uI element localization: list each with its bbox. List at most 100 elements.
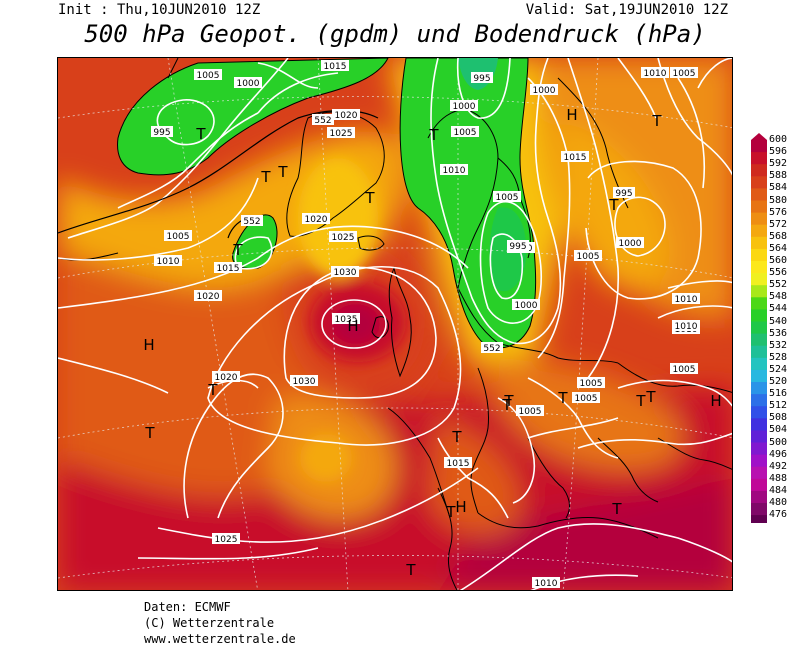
isobar-label-text: 1005: [197, 71, 220, 81]
isobar-label-box: [616, 237, 644, 248]
valid-time: Valid: Sat,19JUN2010 12Z: [525, 2, 728, 18]
isobar-label-box: [332, 313, 360, 324]
colorbar-value: 524: [769, 363, 788, 375]
low-pressure-marker: T: [645, 388, 656, 406]
colorbar-swatch: [751, 164, 767, 177]
colorbar-value: 564: [769, 242, 788, 254]
credit-website[interactable]: www.wetterzentrale.de: [144, 632, 296, 646]
colorbar-value: 500: [769, 436, 788, 448]
colorbar-value: 476: [769, 509, 788, 521]
isobar-label-text: 1015: [217, 264, 240, 274]
colorbar-value: 540: [769, 315, 788, 327]
colorbar-swatch: [751, 418, 767, 431]
isobar-label-text: 552: [314, 116, 331, 126]
isobar-label-box: [672, 320, 700, 331]
colorbar-value: 572: [769, 218, 788, 230]
isobar-label-box: [321, 60, 349, 71]
high-pressure-marker: H: [710, 392, 721, 410]
colorbar-value: 552: [769, 279, 788, 291]
isobar-label-text: 1010: [157, 257, 180, 267]
isobar-label-text: 1005: [673, 365, 696, 375]
isobar-label: 995: [471, 72, 493, 84]
field-central-europe: [488, 358, 684, 471]
colorbar-value: 496: [769, 448, 788, 460]
colorbar-swatch: [751, 224, 767, 238]
colorbar-swatch: [751, 515, 767, 528]
isobar-label-text: 1005: [496, 193, 519, 203]
credits: Daten: ECMWF (C) Wetterzentrale www.wett…: [144, 599, 296, 647]
colorbar-swatch: [751, 140, 767, 153]
isobar-label: 1010: [154, 255, 182, 267]
high-pressure-marker: H: [566, 106, 577, 124]
isobar-label-box: [241, 215, 263, 226]
isobar-label: 1005: [574, 250, 602, 262]
chart-title: 500 hPa Geopot. (gpdm) und Bodendruck (h…: [84, 20, 706, 48]
colorbar-swatch: [751, 188, 767, 201]
isobar-label: 1010: [672, 293, 700, 305]
pressure-labels: 1005 1000 1015 995 1020 1025 552 552 1000 1005 101…: [151, 60, 700, 589]
low-pressure-marker: T: [611, 500, 622, 518]
colorbar-value: 548: [769, 291, 788, 303]
isobar-label: 1005: [516, 405, 544, 417]
isobar-label-box: [613, 187, 635, 198]
colorbar-swatch: [751, 406, 767, 419]
isobar-label-text: 1015: [324, 62, 347, 72]
low-pressure-marker: T: [428, 126, 439, 144]
low-pressure-marker: T: [405, 561, 416, 579]
isobar-label: 1015: [561, 151, 589, 163]
isobar-label-text: 1035: [335, 315, 358, 325]
colorbar-value: 544: [769, 303, 788, 315]
colorbar-swatch: [751, 297, 767, 310]
graticule: [58, 58, 732, 590]
isobar-label-text: 1005: [575, 394, 598, 404]
low-pressure-marker: T: [503, 392, 514, 410]
isobars: [58, 58, 732, 590]
colorbar-value: 504: [769, 424, 788, 436]
low-pressure-marker: T: [557, 389, 568, 407]
isobar-label: 1020: [332, 109, 360, 121]
isobar-label-text: 1020: [335, 111, 358, 121]
isobar-label: 1010: [532, 577, 560, 589]
isobar-label-text: 995: [509, 242, 526, 252]
isobar-label-text: 1025: [215, 535, 238, 545]
isobar-label-text: 1000: [515, 301, 538, 311]
isobar-label: 552: [481, 342, 503, 354]
isobar-label-box: [327, 127, 355, 138]
isobar-label-text: 1005: [519, 407, 542, 417]
low-pressure-marker: T: [635, 392, 646, 410]
colorbar-value: 512: [769, 400, 788, 412]
colorbar-value: 576: [769, 206, 788, 218]
isobar-label: 1005: [451, 126, 479, 138]
isobar-label-box: [212, 371, 240, 382]
isobar-label-box: [493, 191, 521, 202]
isobar-label: 1025: [329, 231, 357, 243]
isobar-label-text: 1000: [453, 102, 476, 112]
isobar-label-box: [332, 109, 360, 120]
isobar-label-box: [444, 457, 472, 468]
isobar-label-text: 1010: [675, 295, 698, 305]
colorbar-swatch: [751, 369, 767, 383]
field-biscay-yellow: [300, 434, 352, 482]
colorbar-swatch: [751, 357, 767, 371]
colorbar-value: 484: [769, 484, 788, 496]
isobar-label-text: 1010: [443, 166, 466, 176]
isobar-label-text: 1030: [293, 377, 316, 387]
colorbar-swatch: [751, 321, 767, 335]
colorbar-swatch: [751, 261, 767, 274]
colorbar-value: 508: [769, 412, 788, 424]
isobar-label: 1010: [440, 164, 468, 176]
colorbar-value: 600: [769, 134, 788, 145]
colorbar-legend: [748, 133, 770, 535]
colorbar-swatch: [751, 345, 767, 359]
colorbar-swatch: [751, 176, 767, 189]
isobar-label-box: [450, 100, 478, 111]
isobar-label: 1000: [512, 299, 540, 311]
isobar-label-text: 1005: [580, 379, 603, 389]
isobar-label: 1025: [212, 533, 240, 545]
credit-copyright: (C) Wetterzentrale: [144, 616, 275, 630]
isobar-label-text: 995: [153, 128, 170, 138]
colorbar-swatch: [751, 490, 767, 504]
coastlines: [58, 58, 732, 590]
isobar-label-box: [234, 77, 262, 88]
low-pressure-marker: T: [195, 125, 206, 143]
